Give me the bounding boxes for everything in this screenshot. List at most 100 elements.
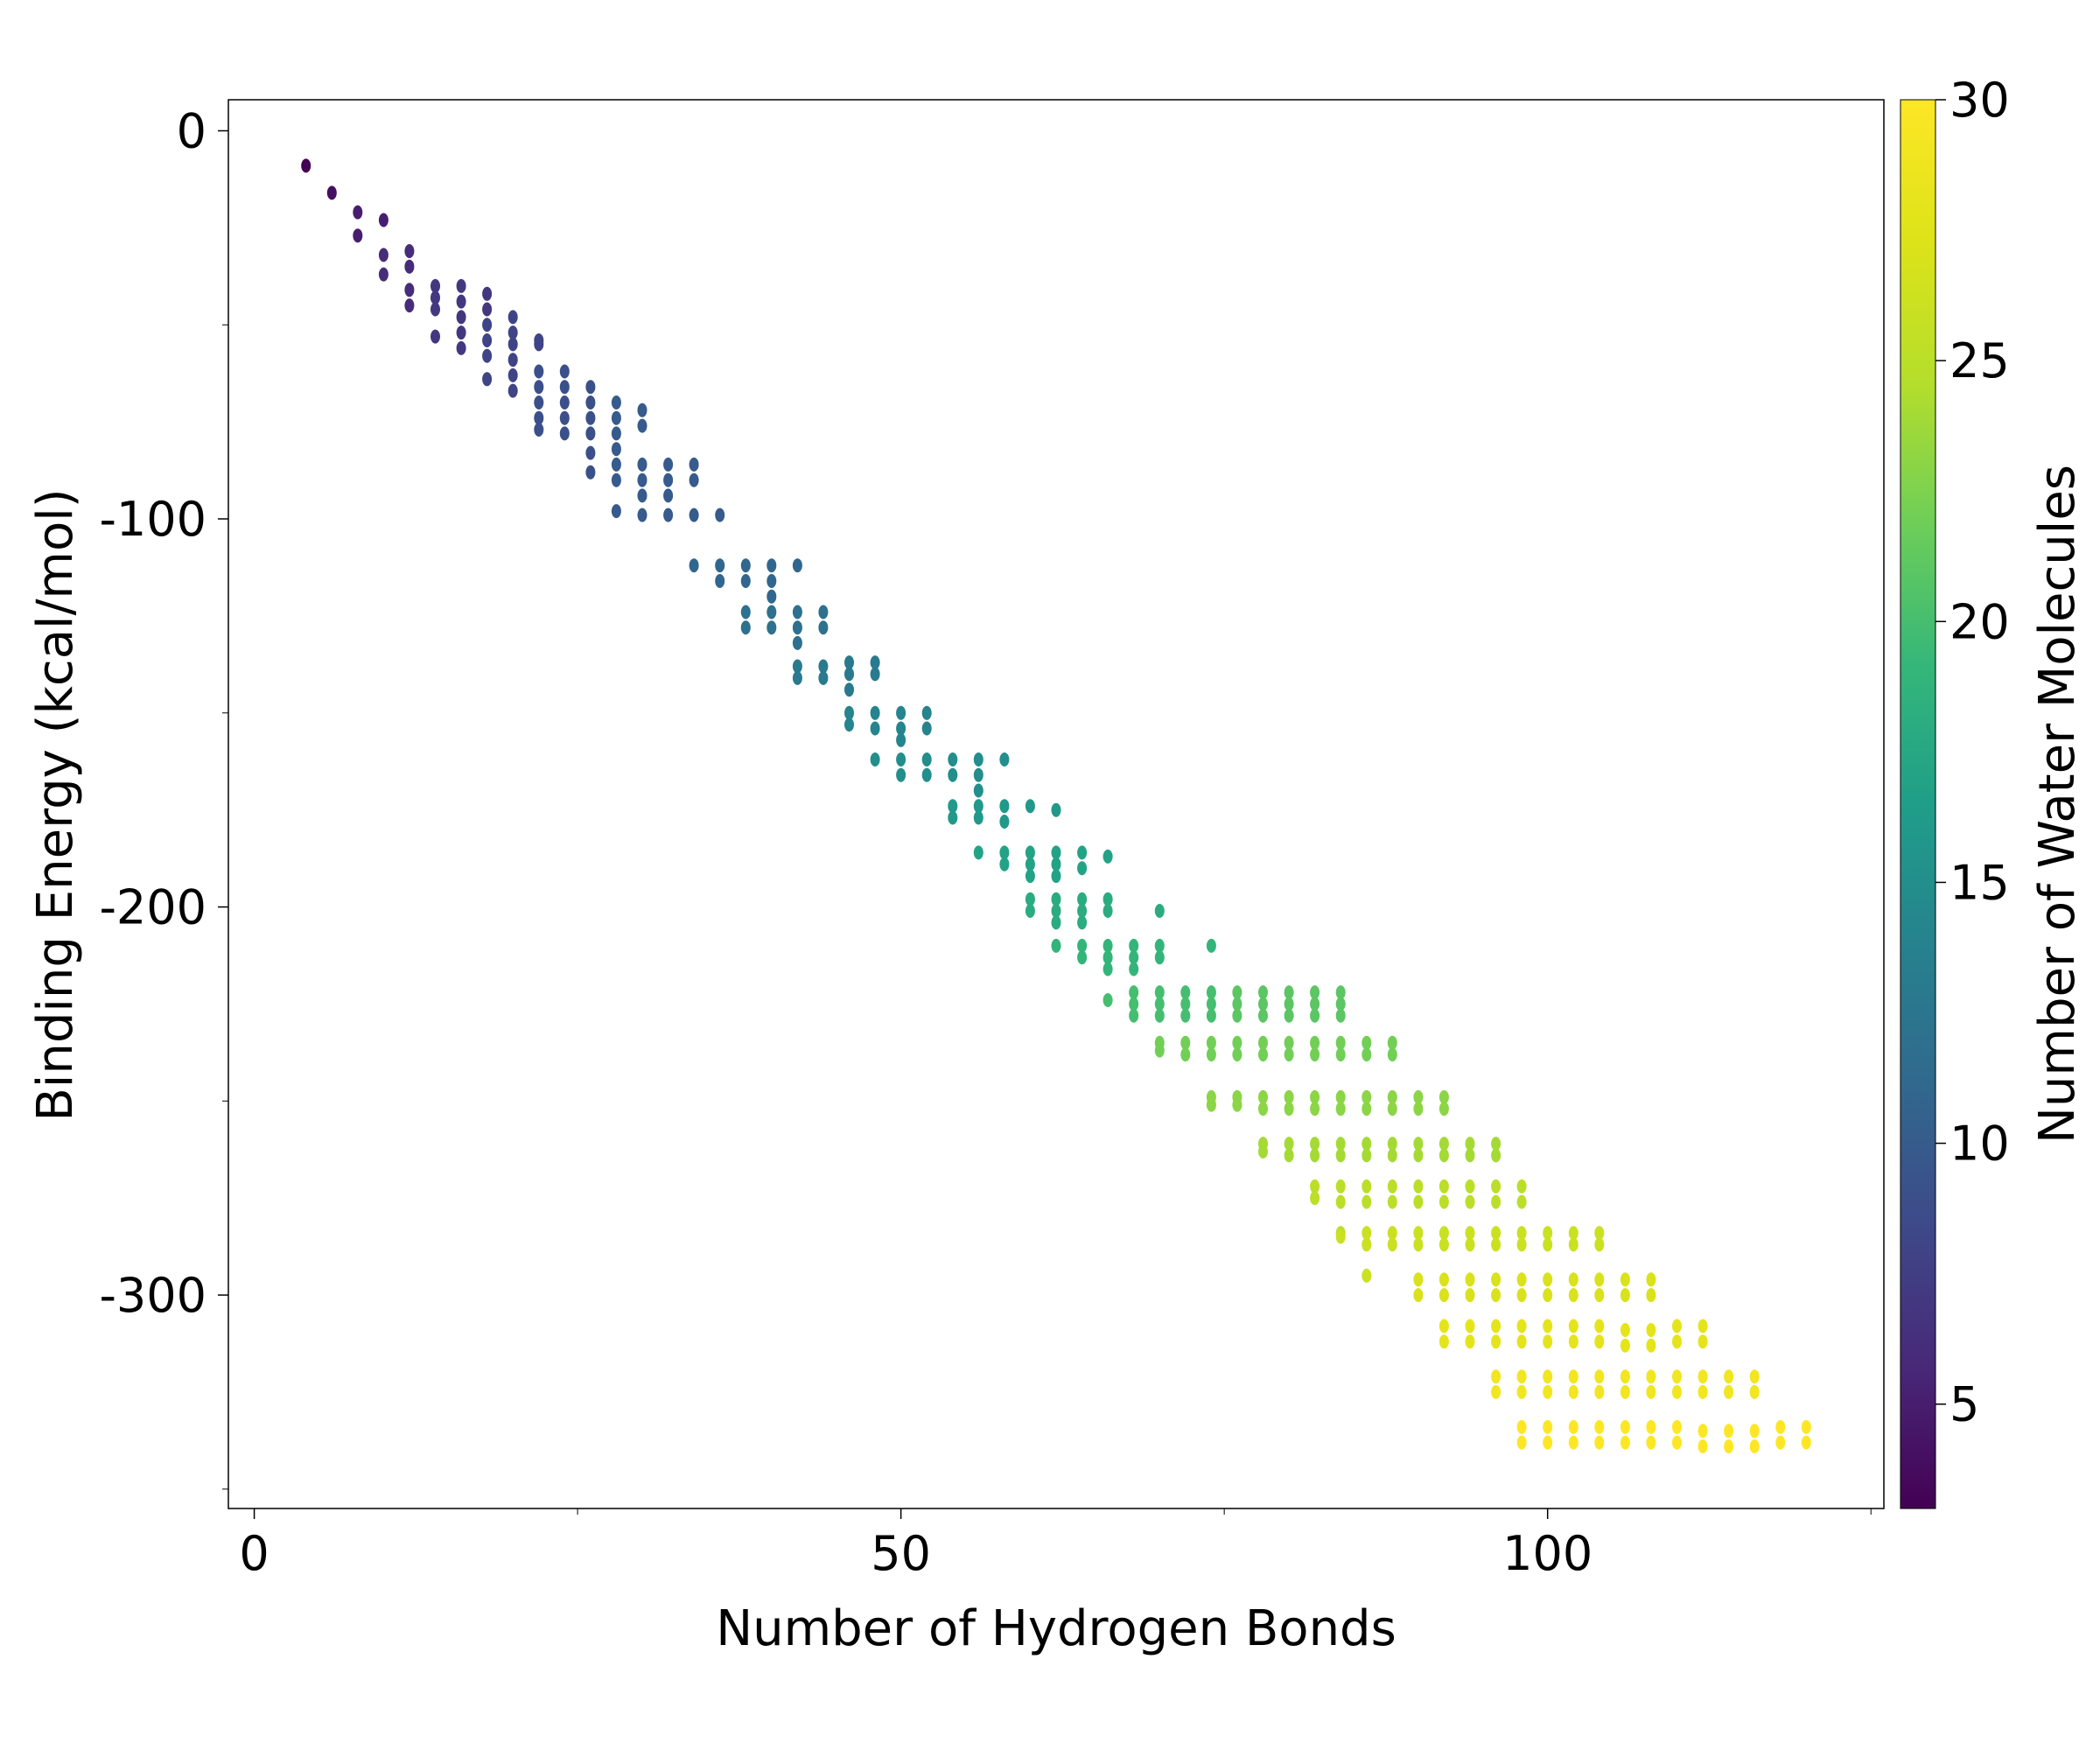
data-point — [1620, 1384, 1630, 1399]
data-point — [1025, 869, 1035, 884]
data-point — [1051, 845, 1061, 860]
data-point — [1568, 1369, 1578, 1384]
data-point — [896, 767, 906, 782]
data-point — [715, 508, 725, 522]
data-point — [740, 574, 751, 588]
data-point — [404, 298, 415, 313]
data-point — [1491, 1288, 1502, 1303]
data-point — [973, 845, 984, 860]
data-point — [1620, 1435, 1630, 1450]
data-point — [1077, 845, 1088, 860]
data-point — [1438, 1102, 1449, 1116]
data-point — [1335, 1194, 1346, 1209]
data-point — [482, 348, 493, 363]
data-point — [1335, 1008, 1346, 1023]
data-point — [1258, 1008, 1268, 1023]
data-point — [1154, 1008, 1165, 1023]
data-point — [1698, 1334, 1708, 1349]
data-point — [1387, 1237, 1397, 1252]
data-point — [1543, 1237, 1553, 1252]
data-point — [1465, 1226, 1475, 1241]
colorbar-gradient — [1900, 99, 1936, 1509]
data-point — [585, 380, 596, 395]
data-point — [973, 810, 984, 825]
data-point — [585, 426, 596, 441]
data-point — [973, 752, 984, 766]
data-point — [1491, 1319, 1502, 1334]
data-point — [1284, 1008, 1294, 1023]
data-point — [1025, 857, 1035, 872]
data-point — [1775, 1419, 1786, 1434]
data-point — [1568, 1435, 1578, 1450]
data-point — [689, 472, 699, 487]
data-point — [1180, 1047, 1191, 1062]
data-point — [740, 558, 751, 573]
data-point — [1543, 1369, 1553, 1384]
x-tick-label: 100 — [1502, 1526, 1592, 1581]
data-point — [1646, 1419, 1656, 1434]
data-point — [559, 410, 570, 425]
data-point — [870, 752, 880, 766]
data-point — [1310, 1102, 1320, 1116]
data-point — [1801, 1435, 1811, 1450]
data-point — [1543, 1319, 1553, 1334]
colorbar-tick-label: 10 — [1950, 1116, 2010, 1172]
data-point — [1387, 1137, 1397, 1152]
colorbar-tick-label: 15 — [1950, 855, 2010, 910]
data-point — [1362, 1268, 1372, 1283]
data-point — [1310, 1137, 1320, 1152]
data-point — [585, 410, 596, 425]
data-point — [1284, 1137, 1294, 1152]
data-point — [1413, 1102, 1424, 1116]
data-point — [637, 472, 648, 487]
data-point — [792, 605, 802, 620]
data-point — [456, 340, 466, 355]
data-point — [1594, 1237, 1605, 1252]
data-point — [1491, 1369, 1502, 1384]
data-point — [1284, 1047, 1294, 1062]
data-point — [430, 302, 440, 317]
data-point — [1362, 1179, 1372, 1194]
data-point — [482, 286, 493, 301]
x-tick-label: 50 — [871, 1526, 931, 1581]
y-tick-label: 0 — [177, 103, 206, 158]
data-point — [611, 410, 621, 425]
data-point — [1775, 1435, 1786, 1450]
data-point — [1154, 997, 1165, 1012]
data-point — [1051, 892, 1061, 906]
colorbar-tick-label: 5 — [1950, 1377, 1979, 1432]
data-point — [844, 667, 854, 682]
x-tick-label: 0 — [239, 1526, 269, 1581]
data-point — [844, 655, 854, 670]
data-point — [1568, 1272, 1578, 1287]
data-point — [766, 605, 777, 620]
data-point — [689, 558, 699, 573]
colorbar-tick-label: 20 — [1950, 594, 2010, 649]
data-point — [1284, 1148, 1294, 1163]
data-point — [1413, 1272, 1424, 1287]
data-point — [1646, 1369, 1656, 1384]
data-point — [508, 326, 518, 340]
data-point — [1568, 1226, 1578, 1241]
data-point — [792, 620, 802, 635]
data-point — [1646, 1323, 1656, 1337]
data-point — [1387, 1226, 1397, 1241]
data-point — [508, 310, 518, 325]
data-point — [1646, 1384, 1656, 1399]
data-point — [1206, 1035, 1216, 1050]
data-point — [1310, 997, 1320, 1012]
data-point — [1310, 1179, 1320, 1194]
data-point — [378, 267, 388, 282]
data-point — [1646, 1338, 1656, 1353]
data-point — [1465, 1334, 1475, 1349]
data-point — [1543, 1288, 1553, 1303]
data-point — [766, 574, 777, 588]
data-point — [611, 457, 621, 472]
data-point — [1102, 938, 1113, 953]
y-tick-label: -200 — [99, 880, 206, 935]
data-point — [1310, 1148, 1320, 1163]
data-point — [1077, 892, 1088, 906]
data-point — [611, 442, 621, 457]
colorbar-ticks: 5 10 15 20 25 30 — [1936, 73, 2010, 1432]
data-point — [1491, 1272, 1502, 1287]
